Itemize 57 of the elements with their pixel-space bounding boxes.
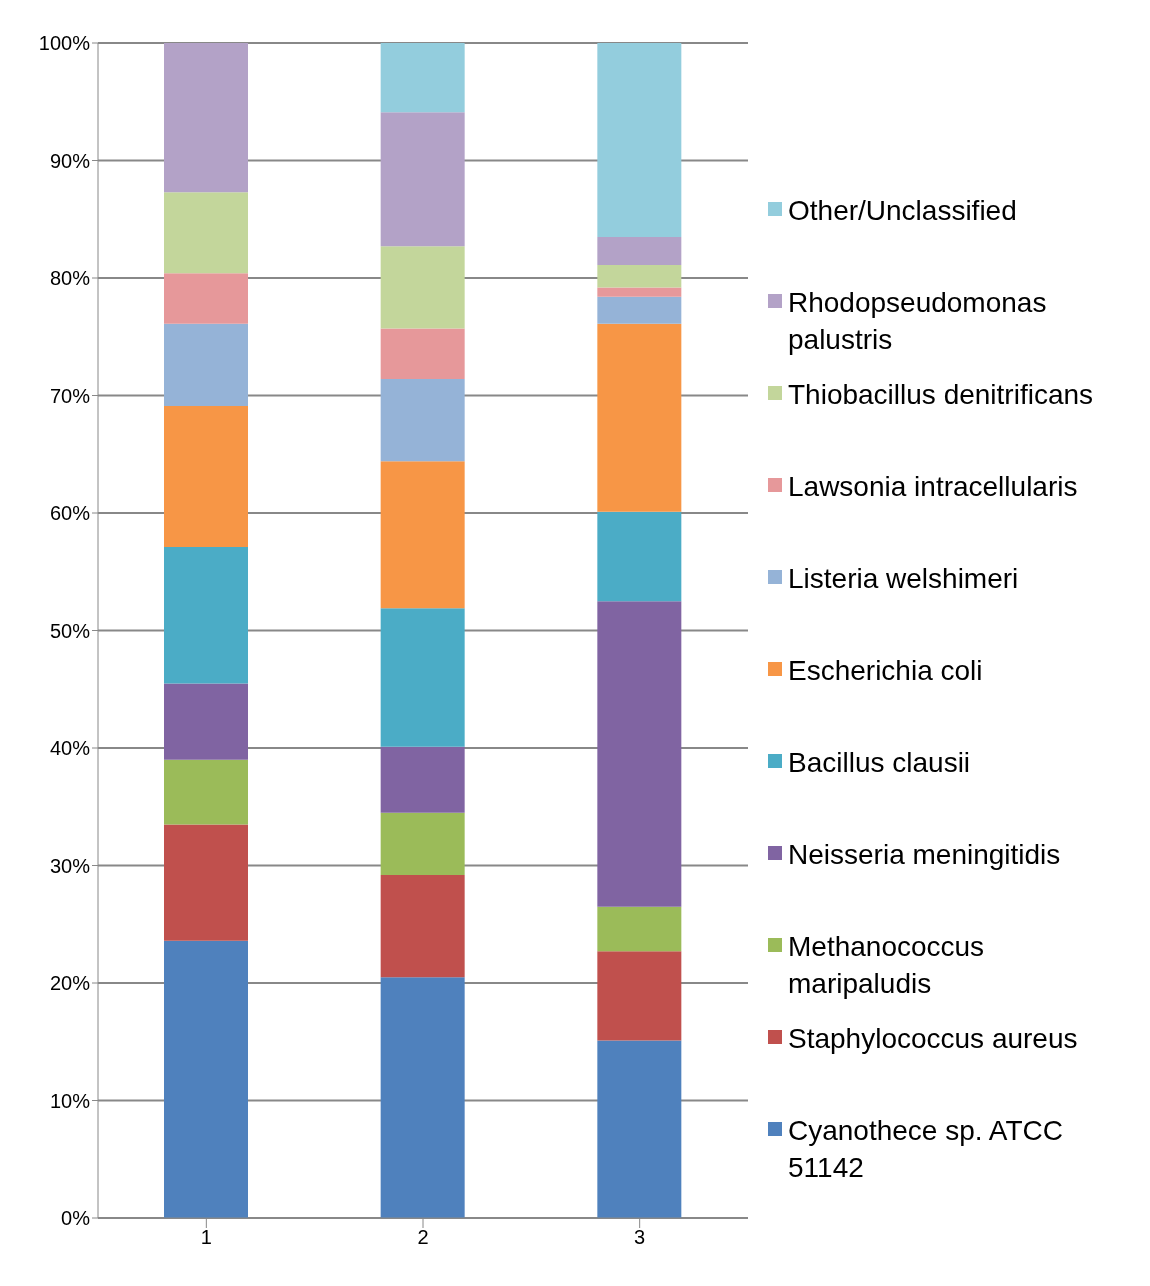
bar: [380, 112, 465, 247]
bar: [597, 951, 682, 1041]
x-tick-label: 3: [634, 1226, 646, 1249]
bar: [380, 874, 465, 978]
y-tick-label: 50%: [49, 619, 91, 642]
bar: [597, 1040, 682, 1218]
bar: [380, 977, 465, 1218]
bar: [380, 746, 465, 813]
bar: [597, 601, 682, 907]
y-tick-label: 20%: [49, 972, 91, 995]
y-tick-label: 40%: [49, 737, 91, 760]
legend-label: Staphylococcus aureus: [788, 1022, 1078, 1056]
y-tick-label: 70%: [49, 384, 91, 407]
bar: [380, 608, 465, 747]
y-tick-label: 10%: [49, 1089, 91, 1112]
bar: [380, 328, 465, 380]
bar: [597, 906, 682, 952]
bar: [164, 273, 248, 324]
bar: [597, 287, 682, 297]
legend-label: Other/Unclassified: [788, 194, 1017, 228]
y-tick-label: 90%: [49, 149, 91, 172]
legend-label: Listeria welshimeri: [788, 562, 1019, 596]
bar: [164, 43, 248, 193]
legend-label: Methanococcus maripaludis: [788, 930, 986, 1001]
legend-label: Rhodopseudomonas palustris: [788, 286, 1048, 357]
bar: [164, 192, 248, 274]
bar: [597, 43, 682, 237]
bar: [164, 547, 248, 684]
y-tick-label: 30%: [49, 854, 91, 877]
bar: [597, 236, 682, 266]
bar: [380, 461, 465, 609]
x-tick-label: 1: [200, 1226, 212, 1249]
bar: [380, 43, 465, 113]
y-tick-label: 100%: [38, 32, 91, 55]
bar: [597, 265, 682, 288]
bar: [164, 759, 248, 825]
bar: [597, 511, 682, 602]
bar: [597, 296, 682, 324]
bar: [164, 940, 248, 1218]
bar: [380, 246, 465, 329]
x-tick-label: 2: [417, 1226, 429, 1249]
bar: [380, 379, 465, 462]
bar: [164, 683, 248, 760]
legend-label: Escherichia coli: [788, 654, 983, 688]
legend-label: Bacillus clausii: [788, 746, 971, 780]
legend-label: Cyanothece sp. ATCC 51142: [788, 1114, 1064, 1185]
y-tick-label: 0%: [61, 1207, 91, 1230]
y-tick-label: 60%: [49, 502, 91, 525]
y-tick-label: 80%: [49, 267, 91, 290]
legend-label: Thiobacillus denitrificans: [788, 378, 1094, 412]
bar: [164, 406, 248, 548]
legend-label: Neisseria meningitidis: [788, 838, 1061, 872]
bar: [380, 812, 465, 875]
legend-label: Lawsonia intracellularis: [788, 470, 1078, 504]
bar: [597, 323, 682, 512]
bar: [164, 323, 248, 407]
bar: [164, 824, 248, 941]
